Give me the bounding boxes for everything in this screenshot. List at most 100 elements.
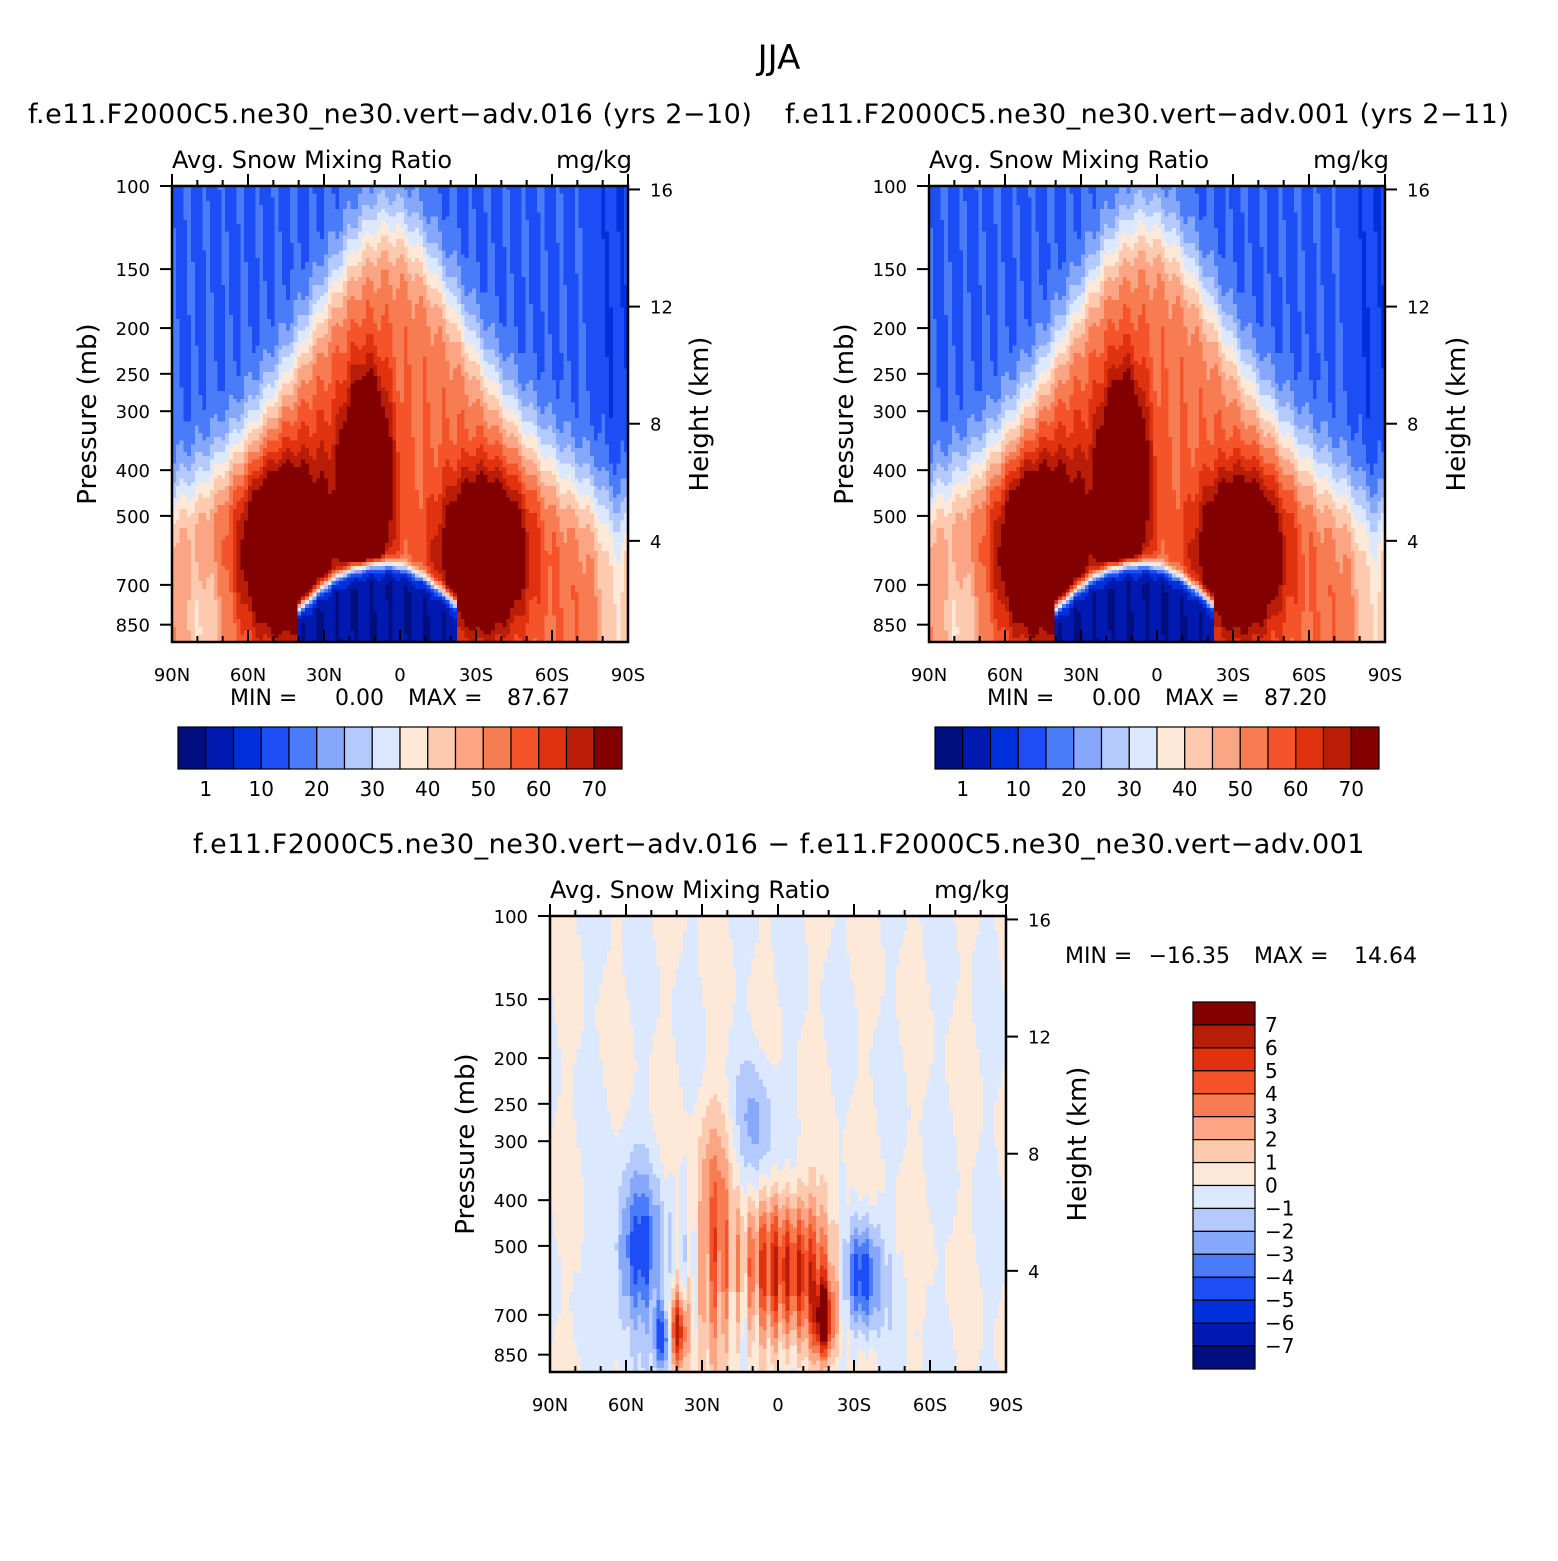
field-cell xyxy=(575,201,579,205)
field-cell xyxy=(415,209,419,213)
field-cell xyxy=(446,228,450,232)
field-cell xyxy=(282,262,286,266)
field-cell xyxy=(503,266,507,270)
field-cell xyxy=(499,296,503,300)
field-cell xyxy=(453,190,457,194)
field-cell xyxy=(419,254,423,258)
field-cell xyxy=(362,270,366,274)
field-cell xyxy=(476,224,480,228)
field-cell xyxy=(335,220,339,224)
field-cell xyxy=(358,194,362,198)
field-cell xyxy=(541,270,545,274)
field-cell xyxy=(563,213,567,217)
field-cell xyxy=(415,289,419,293)
field-cell xyxy=(541,216,545,220)
field-cell xyxy=(218,235,222,239)
field-cell xyxy=(183,254,187,258)
field-cell xyxy=(351,235,355,239)
field-cell xyxy=(320,201,324,205)
field-cell xyxy=(537,296,541,300)
field-cell xyxy=(183,216,187,220)
field-cell xyxy=(601,273,605,277)
field-cell xyxy=(617,266,621,270)
field-cell xyxy=(354,289,358,293)
field-cell xyxy=(442,251,446,255)
field-cell xyxy=(351,289,355,293)
field-cell xyxy=(324,266,328,270)
field-cell xyxy=(548,224,552,228)
field-cell xyxy=(491,273,495,277)
field-cell xyxy=(370,304,374,308)
field-cell xyxy=(301,289,305,293)
field-cell xyxy=(366,205,370,209)
field-cell xyxy=(339,262,343,266)
field-cell xyxy=(381,262,385,266)
field-cell xyxy=(423,277,427,281)
field-cell xyxy=(586,235,590,239)
field-cell xyxy=(252,251,256,255)
field-cell xyxy=(377,197,381,201)
field-cell xyxy=(434,224,438,228)
field-cell xyxy=(339,289,343,293)
field-cell xyxy=(233,220,237,224)
field-cell xyxy=(267,251,271,255)
field-cell xyxy=(389,190,393,194)
field-cell xyxy=(180,296,184,300)
field-cell xyxy=(290,285,294,289)
field-cell xyxy=(590,209,594,213)
field-cell xyxy=(579,258,583,262)
field-cell xyxy=(446,243,450,247)
field-cell xyxy=(434,273,438,277)
field-cell xyxy=(430,285,434,289)
field-cell xyxy=(552,296,556,300)
field-cell xyxy=(324,296,328,300)
field-cell xyxy=(275,220,279,224)
field-cell xyxy=(358,197,362,201)
field-cell xyxy=(233,273,237,277)
field-cell xyxy=(332,216,336,220)
field-cell xyxy=(267,277,271,281)
field-cell xyxy=(392,228,396,232)
field-cell xyxy=(392,224,396,228)
field-cell xyxy=(518,190,522,194)
field-cell xyxy=(362,239,366,243)
field-cell xyxy=(465,289,469,293)
field-cell xyxy=(180,239,184,243)
field-cell xyxy=(408,296,412,300)
field-cell xyxy=(206,209,210,213)
field-cell xyxy=(202,296,206,300)
field-cell xyxy=(411,190,415,194)
field-cell xyxy=(556,254,560,258)
field-cell xyxy=(575,289,579,293)
field-cell xyxy=(449,300,453,304)
field-cell xyxy=(187,194,191,198)
field-cell xyxy=(225,304,229,308)
field-cell xyxy=(362,289,366,293)
field-cell xyxy=(533,247,537,251)
field-cell xyxy=(370,235,374,239)
field-cell xyxy=(259,201,263,205)
field-cell xyxy=(453,300,457,304)
field-cell xyxy=(324,285,328,289)
field-cell xyxy=(415,201,419,205)
field-cell xyxy=(514,296,518,300)
field-cell xyxy=(442,216,446,220)
field-cell xyxy=(480,205,484,209)
field-cell xyxy=(411,270,415,274)
field-cell xyxy=(320,289,324,293)
field-cell xyxy=(590,251,594,255)
field-cell xyxy=(476,281,480,285)
field-cell xyxy=(373,209,377,213)
field-cell xyxy=(465,296,469,300)
field-cell xyxy=(484,289,488,293)
field-cell xyxy=(468,232,472,236)
field-cell xyxy=(484,224,488,228)
field-cell xyxy=(419,224,423,228)
field-cell xyxy=(358,216,362,220)
field-cell xyxy=(259,228,263,232)
field-cell xyxy=(313,304,317,308)
field-cell xyxy=(503,258,507,262)
field-cell xyxy=(278,190,282,194)
field-cell xyxy=(259,243,263,247)
field-cell xyxy=(271,308,275,312)
